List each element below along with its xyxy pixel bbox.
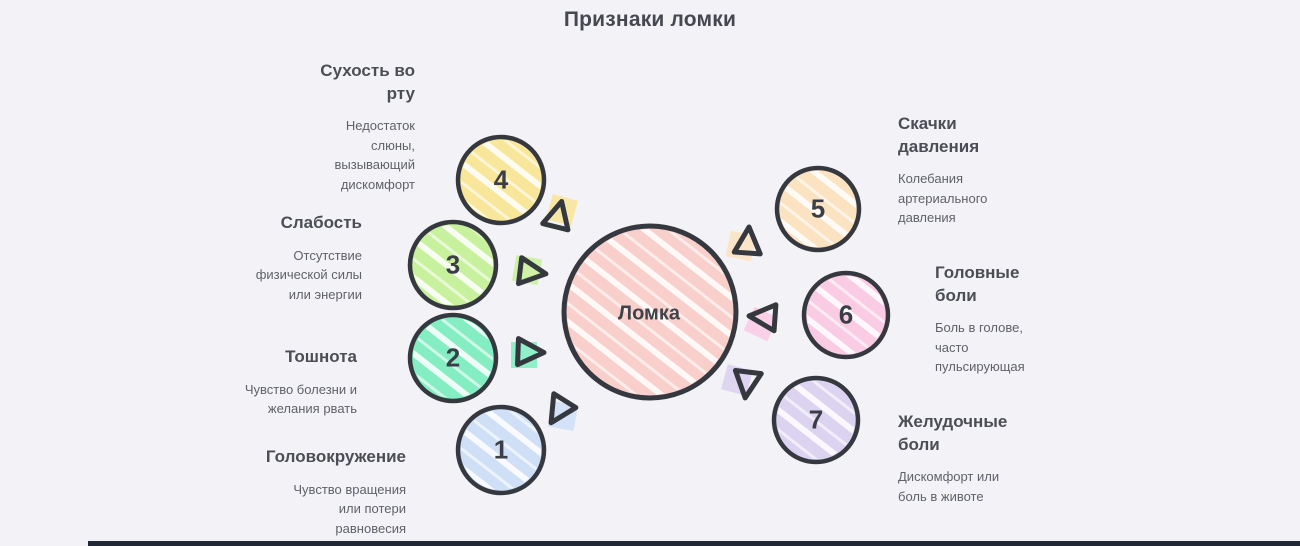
center-circle-texture: [567, 229, 733, 395]
arrow-3-triangle-icon: [515, 255, 549, 287]
node-7-number: 7: [808, 404, 824, 435]
node-5-texture: [780, 171, 856, 247]
node-6-number: 6: [838, 299, 854, 330]
bottom-edge-bar: [88, 541, 1300, 546]
arrow-1: [547, 391, 579, 432]
node-6-texture: [807, 276, 885, 354]
node-1: [455, 404, 547, 496]
item-description: Чувство вращения или потери равновесия: [293, 481, 406, 536]
node-1-texture: [461, 410, 541, 490]
arrow-5-triangle-icon: [731, 224, 763, 257]
center-label: Ломка: [618, 302, 680, 325]
item-description: Отсутствие физической силы или энергии: [255, 247, 362, 302]
node-2-number: 2: [445, 342, 461, 373]
label-block-nausea: Тошнота Чувство болезни и желания рвать: [177, 346, 357, 419]
node-2-texture: [413, 318, 493, 398]
item-description: Боль в голове, часто пульсирующая: [935, 320, 1025, 375]
node-5: [774, 165, 862, 253]
item-title: Тошнота: [285, 347, 357, 366]
node-3-number: 3: [445, 249, 461, 280]
arrow-2-triangle-icon: [515, 336, 547, 368]
item-description: Дискомфорт или боль в животе: [898, 469, 1000, 504]
item-title: Головные боли: [935, 263, 1020, 305]
arrow-7-triangle-icon: [732, 367, 764, 401]
node-2: [407, 312, 499, 404]
node-4: [455, 134, 547, 226]
label-block-dry-mouth: Сухость во рту Недостаток слюны, вызываю…: [235, 60, 415, 194]
arrow-3: [511, 254, 549, 287]
label-block-stomach-pains: Желудочные боли Дискомфорт или боль в жи…: [898, 411, 1038, 506]
arrow-2: [511, 336, 547, 368]
node-3: [407, 219, 499, 311]
node-6: [801, 270, 891, 360]
item-title: Слабость: [280, 213, 362, 232]
item-title: Сухость во рту: [320, 61, 415, 103]
center-node: [561, 223, 739, 401]
node-7: [771, 375, 861, 465]
label-block-dizziness: Головокружение Чувство вращения или поте…: [226, 446, 406, 538]
arrow-6: [743, 302, 779, 342]
node-5-number: 5: [810, 193, 826, 224]
item-title: Скачки давления: [898, 114, 980, 156]
node-4-number: 4: [493, 164, 509, 195]
item-title: Головокружение: [265, 447, 406, 466]
page-title: Признаки ломки: [563, 8, 737, 31]
item-title: Желудочные боли: [898, 412, 1008, 454]
arrow-1-triangle-icon: [548, 391, 579, 426]
arrow-6-triangle-icon: [746, 302, 779, 334]
item-description: Недостаток слюны, вызывающий дискомфорт: [334, 118, 415, 192]
label-block-pressure-spikes: Скачки давления Колебания артериального …: [898, 113, 1018, 228]
node-4-texture: [461, 140, 541, 220]
item-description: Колебания артериального давления: [898, 171, 988, 226]
arrow-7: [721, 364, 764, 401]
node-1-number: 1: [493, 434, 509, 465]
arrow-5: [725, 224, 763, 262]
arrow-4-triangle-icon: [540, 198, 571, 233]
node-3-texture: [413, 225, 493, 305]
arrow-4: [540, 194, 578, 233]
node-7-texture: [777, 381, 855, 459]
item-description: Чувство болезни и желания рвать: [244, 381, 357, 417]
label-block-headaches: Головные боли Боль в голове, часто пульс…: [935, 262, 1055, 377]
label-block-weakness: Слабость Отсутствие физической силы или …: [182, 212, 362, 304]
